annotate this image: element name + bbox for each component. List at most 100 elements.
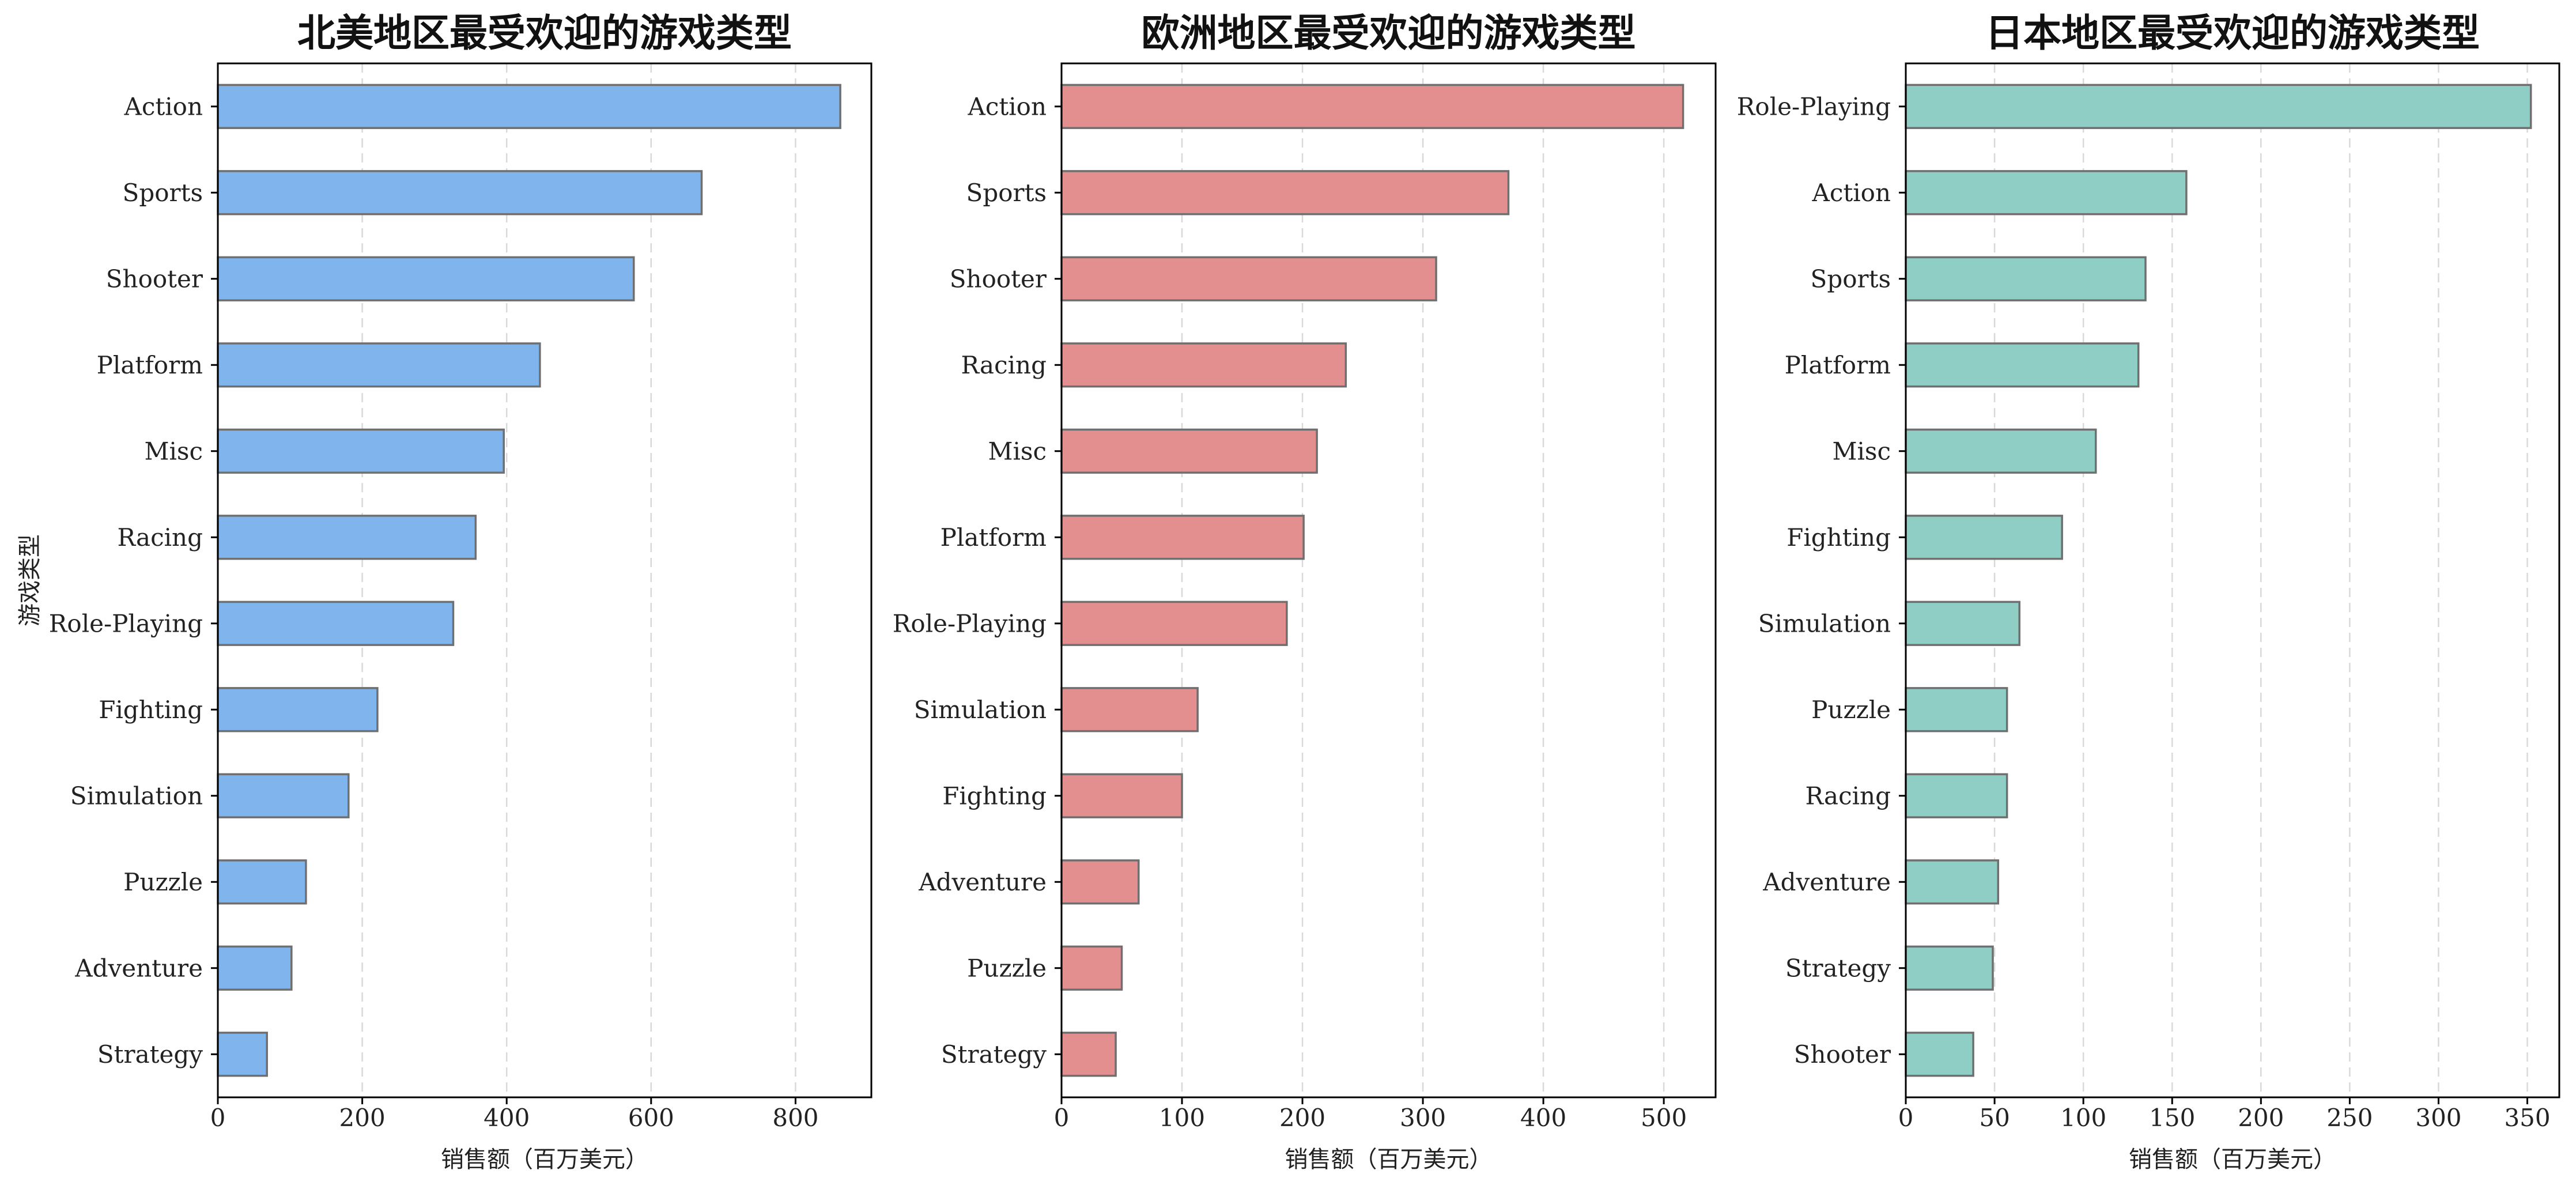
y-tick-label: Fighting [99,696,203,724]
y-tick-label: Misc [1832,437,1891,465]
x-tick-label: 800 [772,1104,818,1132]
chart-title: 欧洲地区最受欢迎的游戏类型 [1142,10,1636,55]
bar-shooter [217,256,635,301]
x-tick-label: 0 [1898,1104,1914,1132]
bar-adventure [1060,859,1140,905]
y-tick-label: Puzzle [967,954,1047,982]
bar-action [217,84,841,129]
bar-racing [1905,773,2008,818]
y-tick-label: Adventure [74,954,203,982]
x-tick-label: 200 [1279,1104,1325,1132]
chart-panel-2: Action Sports Shooter Racing Misc Platform Rol… [893,10,1717,1173]
x-tick-label: 0 [1054,1104,1070,1132]
y-tick-label: Action [124,92,203,120]
y-tick-label: Fighting [942,782,1047,810]
bar-sports [1060,170,1510,216]
x-axis-label: 销售额（百万美元） [1285,1146,1493,1173]
bar-role-playing [217,601,455,646]
chart-title: 北美地区最受欢迎的游戏类型 [297,10,792,55]
y-tick-label: Platform [97,351,203,379]
bar-strategy [217,1032,268,1077]
bar-puzzle [217,859,307,905]
chart-panel-3: Role-Playing Action Sports Platform Misc Figh… [1737,10,2560,1173]
bar-racing [217,515,477,560]
bar-strategy [1905,945,1994,991]
y-tick-label: Puzzle [1811,696,1891,724]
x-tick-label: 400 [1520,1104,1566,1132]
x-tick-label: 100 [2060,1104,2106,1132]
bar-puzzle [1905,687,2008,733]
plot-frame [1060,62,1717,1098]
y-tick-label: Shooter [1794,1040,1891,1069]
bar-puzzle [1060,945,1123,991]
plot-frame [217,62,872,1098]
x-tick-label: 100 [1159,1104,1205,1132]
x-tick-label: 0 [210,1104,226,1132]
x-tick-label: 350 [2504,1104,2550,1132]
bar-simulation [1905,601,2020,646]
bar-shooter [1060,256,1437,301]
bar-platform [1905,342,2140,388]
x-tick-label: 600 [628,1104,674,1132]
bar-fighting [217,687,379,733]
y-tick-label: Role-Playing [893,609,1047,637]
y-tick-label: Racing [961,351,1047,379]
bar-sports [217,170,703,216]
bar-adventure [1905,859,1999,905]
bar-strategy [1060,1032,1117,1077]
y-tick-label: Puzzle [123,868,203,896]
bar-platform [1060,515,1305,560]
y-tick-label: Fighting [1786,523,1891,552]
chart-title: 日本地区最受欢迎的游戏类型 [1985,10,2480,55]
bar-adventure [217,945,293,991]
bar-simulation [1060,687,1199,733]
y-tick-label: Racing [1805,782,1891,810]
y-tick-label: Role-Playing [49,609,203,637]
y-tick-label: Strategy [1785,954,1891,982]
x-tick-label: 150 [2149,1104,2195,1132]
x-tick-label: 250 [2326,1104,2373,1132]
bar-shooter [1905,1032,1974,1077]
y-tick-label: Simulation [914,696,1047,724]
y-tick-label: Platform [940,523,1047,552]
x-tick-label: 200 [2238,1104,2284,1132]
x-axis-label: 销售额（百万美元） [441,1146,648,1173]
y-tick-label: Shooter [950,265,1047,293]
bar-racing [1060,342,1347,388]
x-tick-label: 300 [2415,1104,2461,1132]
bar-fighting [1060,773,1183,818]
bar-fighting [1905,515,2063,560]
bar-sports [1905,256,2147,301]
bar-misc [1060,428,1318,474]
y-tick-label: Role-Playing [1737,92,1891,120]
y-tick-label: Sports [1811,265,1891,293]
x-axis-label: 销售额（百万美元） [2129,1146,2336,1173]
chart-panel-1: Action Sports Shooter Platform Misc Racing Rol… [17,10,872,1173]
y-tick-label: Sports [966,179,1047,207]
y-tick-label: Racing [117,523,203,552]
y-tick-label: Strategy [941,1040,1047,1069]
bar-simulation [217,773,350,818]
x-tick-label: 300 [1400,1104,1446,1132]
y-tick-label: Misc [988,437,1047,465]
bar-action [1060,84,1684,129]
y-tick-label: Action [968,92,1047,120]
y-tick-label: Misc [144,437,203,465]
y-axis-label: 游戏类型 [17,534,43,626]
bar-misc [217,428,505,474]
y-tick-label: Strategy [97,1040,203,1069]
bar-action [1905,170,2188,216]
x-tick-label: 400 [484,1104,530,1132]
x-tick-label: 500 [1641,1104,1687,1132]
bar-platform [217,342,541,388]
y-tick-label: Sports [123,179,203,207]
plot-frame [1905,62,2560,1098]
bar-misc [1905,428,2097,474]
y-tick-label: Adventure [1762,868,1891,896]
bar-role-playing [1060,601,1288,646]
bar-role-playing [1905,84,2532,129]
y-tick-label: Action [1812,179,1891,207]
y-tick-label: Simulation [70,782,203,810]
